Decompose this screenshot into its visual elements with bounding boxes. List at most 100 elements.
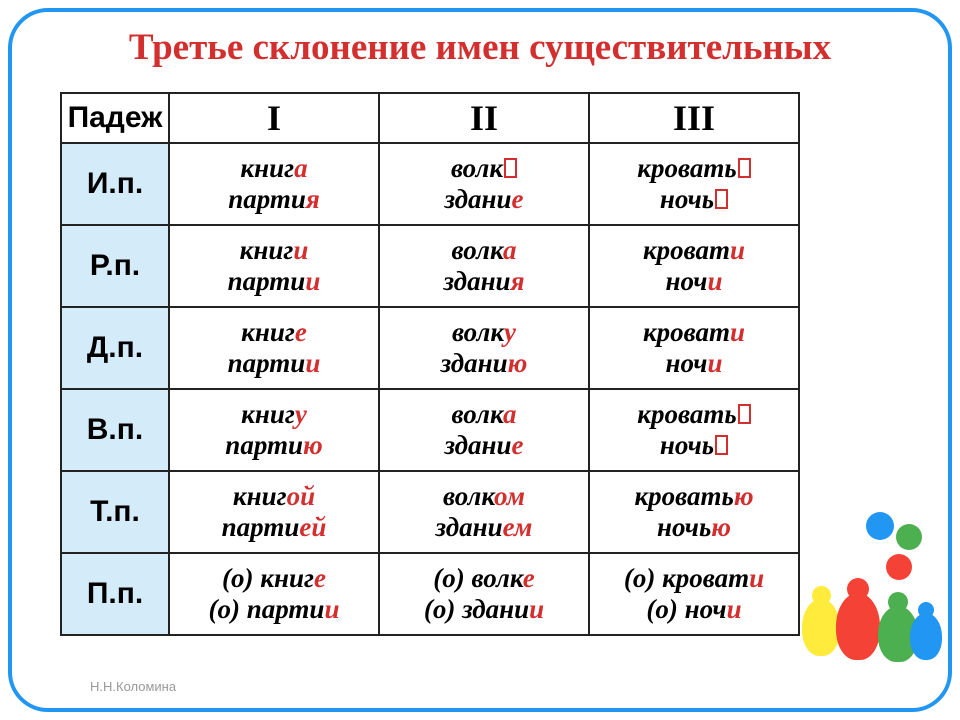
word-ending: и — [305, 348, 320, 378]
balloon-icon — [886, 554, 912, 580]
word-stem: волк — [452, 317, 504, 347]
word-stem: книг — [240, 235, 294, 265]
zero-ending-box — [738, 404, 751, 424]
word-ending: и — [727, 594, 742, 624]
word-stem: ноч — [666, 266, 708, 296]
word-stem: книг — [241, 317, 295, 347]
word-cell: (о) волке(о) здании — [379, 553, 589, 635]
word-stem: волк — [471, 563, 522, 593]
table-header-row: Падеж I II III — [61, 93, 799, 143]
word-ending: и — [293, 235, 308, 265]
word-ending: ю — [711, 512, 731, 542]
word-ending: а — [503, 235, 517, 265]
word-ending: и — [730, 317, 745, 347]
word-cell: кроватиночи — [589, 307, 799, 389]
person-icon — [802, 586, 840, 656]
header-case: Падеж — [61, 93, 169, 143]
word-cell: книгипартии — [169, 225, 379, 307]
word-cell: (о) кровати(о) ночи — [589, 553, 799, 635]
word-stem: книг — [241, 399, 295, 429]
table-row: Т.п.книгойпартиейволкомзданиемкроватьюно… — [61, 471, 799, 553]
word-stem: ноч — [685, 594, 727, 624]
case-label: Р.п. — [61, 225, 169, 307]
word-cell: книгапартия — [169, 143, 379, 225]
word-stem: волк — [451, 153, 503, 183]
word-cell: волкомзданием — [379, 471, 589, 553]
word-stem: ночь — [660, 184, 714, 214]
zero-ending-box — [504, 158, 517, 178]
word-ending: ей — [299, 512, 326, 542]
zero-ending-box — [715, 189, 728, 209]
zero-ending-box — [715, 435, 728, 455]
word-cell: волказдания — [379, 225, 589, 307]
word-stem: книг — [240, 153, 294, 183]
word-ending: е — [512, 184, 524, 214]
word-ending: ю — [508, 348, 528, 378]
page-title: Третье склонение имен существительных — [0, 26, 960, 69]
table-row: П.п.(о) книге(о) партии(о) волке(о) здан… — [61, 553, 799, 635]
header-decl-1: I — [169, 93, 379, 143]
case-label: Т.п. — [61, 471, 169, 553]
word-cell: волкздание — [379, 143, 589, 225]
preposition: (о) — [209, 594, 247, 624]
case-label: П.п. — [61, 553, 169, 635]
word-ending: ой — [287, 481, 316, 511]
word-ending: а — [503, 399, 517, 429]
person-icon — [910, 602, 942, 660]
word-cell: волкузданию — [379, 307, 589, 389]
header-decl-2: II — [379, 93, 589, 143]
table-row: Р.п.книгипартииволказданиякроватиночи — [61, 225, 799, 307]
word-ending: я — [306, 184, 320, 214]
word-stem: здани — [436, 512, 503, 542]
word-stem: книг — [233, 481, 287, 511]
word-stem: ночь — [657, 512, 711, 542]
word-cell: кроватиночи — [589, 225, 799, 307]
word-stem: парти — [247, 594, 325, 624]
word-stem: волк — [452, 235, 503, 265]
word-cell: книгепартии — [169, 307, 379, 389]
person-icon — [836, 578, 880, 660]
word-stem: кроват — [643, 317, 730, 347]
word-ending: е — [295, 317, 307, 347]
word-stem: здани — [444, 184, 511, 214]
word-cell: кроватьюночью — [589, 471, 799, 553]
word-stem: здани — [462, 594, 529, 624]
table-row: В.п.книгупартиюволказданиекроватьночь — [61, 389, 799, 471]
word-ending: е — [314, 563, 326, 593]
word-stem: кровать — [637, 399, 736, 429]
word-stem: кроват — [662, 563, 749, 593]
case-label: Д.п. — [61, 307, 169, 389]
preposition: (о) — [424, 594, 462, 624]
word-stem: кровать — [637, 153, 736, 183]
word-cell: книгупартию — [169, 389, 379, 471]
balloon-icon — [896, 524, 922, 550]
word-stem: волк — [443, 481, 494, 511]
word-stem: парти — [228, 348, 306, 378]
attribution: Н.Н.Коломина — [90, 679, 176, 694]
word-ending: у — [295, 399, 307, 429]
preposition: (о) — [624, 563, 662, 593]
balloon-icon — [866, 512, 894, 540]
table-row: Д.п.книгепартииволкузданиюкроватиночи — [61, 307, 799, 389]
word-stem: ночь — [660, 430, 714, 460]
word-stem: кровать — [634, 481, 733, 511]
word-cell: книгойпартией — [169, 471, 379, 553]
case-label: И.п. — [61, 143, 169, 225]
word-cell: кроватьночь — [589, 143, 799, 225]
word-ending: и — [529, 594, 544, 624]
declension-table: Падеж I II III И.п.книгапартияволкздание… — [60, 92, 800, 636]
word-ending: ю — [734, 481, 754, 511]
zero-ending-box — [738, 158, 751, 178]
word-stem: кроват — [643, 235, 730, 265]
word-ending: и — [707, 266, 722, 296]
word-ending: е — [512, 430, 524, 460]
word-ending: ом — [494, 481, 525, 511]
header-decl-3: III — [589, 93, 799, 143]
word-ending: е — [523, 563, 535, 593]
decorative-figures — [792, 506, 942, 686]
word-stem: здани — [444, 266, 511, 296]
word-ending: и — [749, 563, 764, 593]
word-ending: и — [707, 348, 722, 378]
declension-table-wrap: Падеж I II III И.п.книгапартияволкздание… — [60, 92, 800, 636]
word-cell: волказдание — [379, 389, 589, 471]
